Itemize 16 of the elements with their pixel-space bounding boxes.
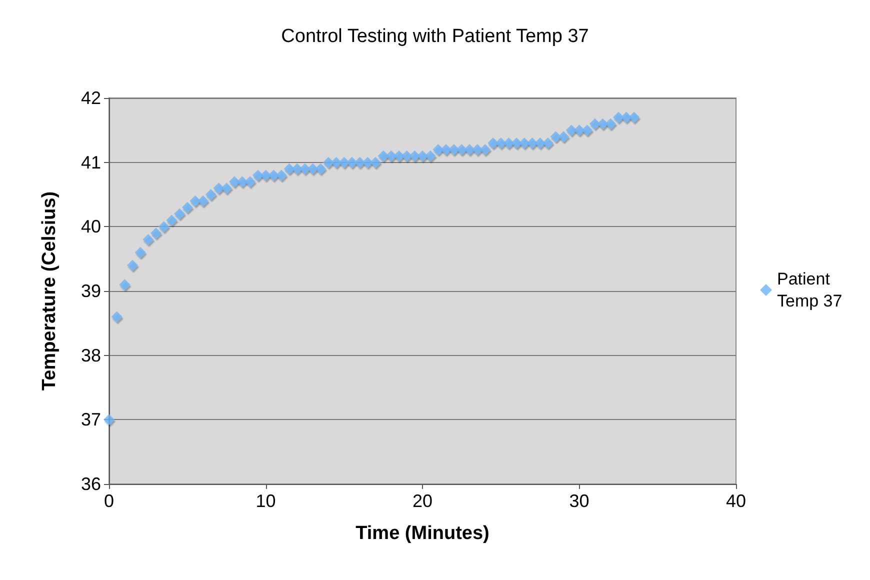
x-tick-label: 40 [726,491,746,511]
x-tick-label: 10 [256,491,276,511]
y-tick-label: 39 [80,281,101,301]
chart-title: Control Testing with Patient Temp 37 [281,26,589,47]
x-tick-label: 30 [569,491,590,511]
y-tick-label: 40 [80,216,101,237]
x-tick-label: 0 [104,491,114,511]
x-tick-label: 20 [412,491,433,511]
y-tick-label: 37 [80,410,101,430]
y-axis-title: Temperature (Celsius) [39,191,60,391]
y-tick-label: 36 [80,474,101,494]
x-axis-title: Time (Minutes) [356,523,490,544]
y-tick-label: 38 [80,345,101,366]
legend-label: Patient Temp 37 [777,270,842,310]
y-tick-label: 42 [80,88,101,108]
y-tick-label: 41 [80,152,101,172]
